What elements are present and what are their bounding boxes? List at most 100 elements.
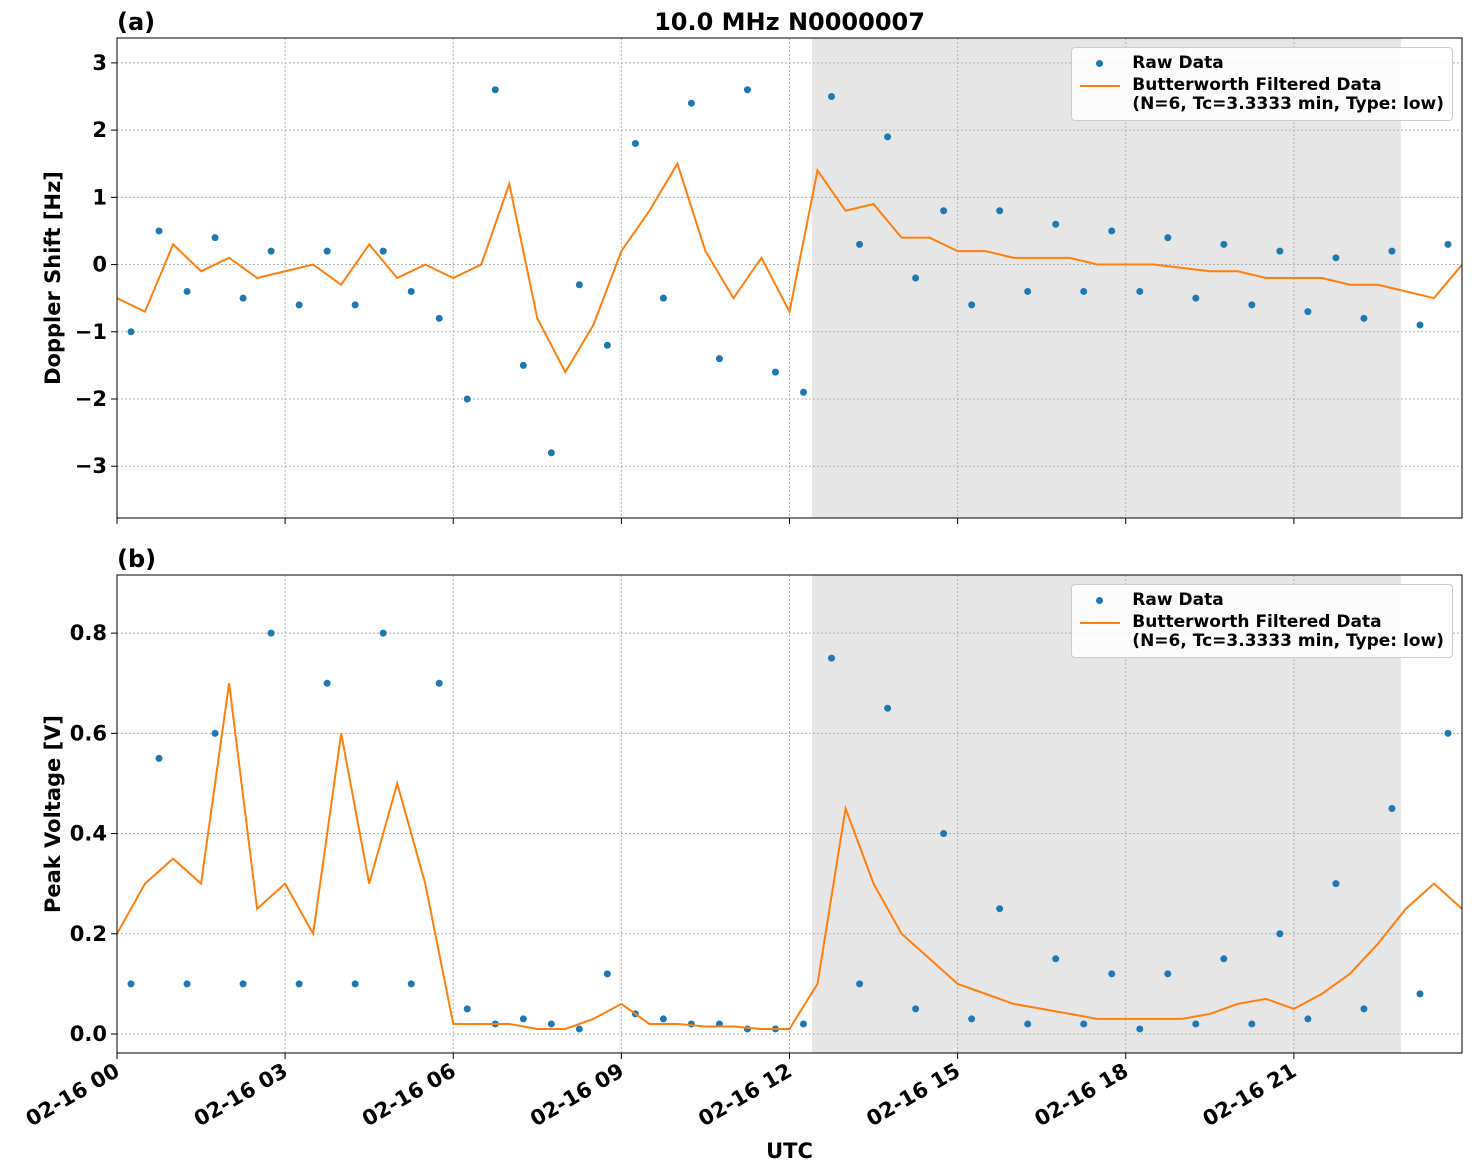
raw-point — [323, 247, 331, 255]
raw-point — [155, 754, 163, 762]
raw-point — [884, 133, 892, 141]
raw-point — [267, 629, 275, 637]
raw-point — [1416, 990, 1424, 998]
raw-point — [659, 294, 667, 302]
legend-entry: Raw Data — [1080, 591, 1444, 611]
raw-point — [407, 980, 415, 988]
y-tick-label: −2 — [75, 387, 107, 411]
y-tick-label: 0.4 — [70, 822, 107, 846]
raw-point — [463, 395, 471, 403]
x-tick-label: 02-16 21 — [1199, 1059, 1301, 1132]
raw-point — [1276, 930, 1284, 938]
raw-point — [379, 247, 387, 255]
raw-point — [800, 388, 808, 396]
raw-point — [856, 240, 864, 248]
legend-key — [1080, 591, 1120, 611]
raw-point — [519, 1015, 527, 1023]
legend: Raw Data Butterworth Filtered Data (N=6, … — [1071, 584, 1453, 658]
raw-point — [267, 247, 275, 255]
y-axis-label: Peak Voltage [V] — [41, 715, 65, 913]
raw-point — [1136, 287, 1144, 295]
legend-label: Butterworth Filtered Data (N=6, Tc=3.333… — [1132, 75, 1444, 114]
raw-point — [183, 980, 191, 988]
raw-point — [828, 654, 836, 662]
legend-label: Raw Data — [1132, 53, 1224, 73]
raw-point — [1388, 804, 1396, 812]
raw-point — [771, 368, 779, 376]
raw-point — [743, 86, 751, 94]
y-tick-label: 1 — [92, 185, 107, 209]
raw-point — [1360, 314, 1368, 322]
raw-point — [323, 679, 331, 687]
legend-key — [1080, 54, 1120, 74]
x-tick-label: 02-16 03 — [190, 1059, 292, 1132]
raw-point — [884, 704, 892, 712]
raw-point — [295, 980, 303, 988]
legend-label: Butterworth Filtered Data (N=6, Tc=3.333… — [1132, 612, 1444, 651]
x-tick-label: 02-16 09 — [526, 1059, 628, 1132]
raw-point — [239, 980, 247, 988]
raw-point — [1332, 880, 1340, 888]
raw-point — [996, 905, 1004, 913]
legend-label: Raw Data — [1132, 590, 1224, 610]
raw-point — [968, 301, 976, 309]
raw-point — [940, 207, 948, 215]
legend-key — [1080, 76, 1121, 96]
y-tick-label: −1 — [75, 320, 107, 344]
raw-point — [800, 1020, 808, 1028]
raw-point — [1304, 1015, 1312, 1023]
y-tick-label: 0.0 — [70, 1022, 107, 1046]
raw-point — [1052, 955, 1060, 963]
raw-point — [1052, 220, 1060, 228]
legend-entry: Butterworth Filtered Data (N=6, Tc=3.333… — [1080, 613, 1444, 651]
raw-point — [1024, 287, 1032, 295]
raw-point — [547, 1020, 555, 1028]
panel-label: (a) — [117, 8, 155, 36]
raw-point — [1444, 240, 1452, 248]
raw-point — [435, 314, 443, 322]
raw-point — [547, 449, 555, 457]
legend-key — [1080, 613, 1121, 633]
raw-point — [687, 99, 695, 107]
raw-point — [1360, 1005, 1368, 1013]
raw-point — [603, 970, 611, 978]
x-tick-label: 02-16 06 — [358, 1059, 460, 1132]
raw-point — [491, 86, 499, 94]
raw-point — [996, 207, 1004, 215]
x-axis-label: UTC — [766, 1139, 813, 1163]
raw-point — [1304, 308, 1312, 316]
raw-point — [127, 328, 135, 336]
raw-point — [1388, 247, 1396, 255]
raw-point — [1192, 294, 1200, 302]
panel-label: (b) — [117, 545, 156, 573]
x-tick-label: 02-16 18 — [1030, 1059, 1132, 1132]
raw-point — [940, 830, 948, 838]
raw-point — [715, 355, 723, 363]
raw-point — [211, 729, 219, 737]
raw-point — [463, 1005, 471, 1013]
x-tick-label: 02-16 00 — [22, 1059, 124, 1132]
raw-point — [155, 227, 163, 235]
raw-point — [1248, 301, 1256, 309]
raw-point — [912, 1005, 920, 1013]
raw-point — [828, 92, 836, 100]
raw-point — [1136, 1025, 1144, 1033]
raw-point — [351, 980, 359, 988]
raw-point — [435, 679, 443, 687]
raw-point — [603, 341, 611, 349]
raw-point — [659, 1015, 667, 1023]
filtered-line — [116, 161, 1463, 375]
chart-title: 10.0 MHz N0000007 — [654, 8, 925, 36]
raw-point — [183, 287, 191, 295]
y-tick-label: −3 — [75, 454, 107, 478]
raw-point — [239, 294, 247, 302]
legend-entry: Butterworth Filtered Data (N=6, Tc=3.333… — [1080, 76, 1444, 114]
raw-point — [1416, 321, 1424, 329]
raw-point — [379, 629, 387, 637]
raw-point — [1444, 729, 1452, 737]
raw-point — [127, 980, 135, 988]
y-axis-label: Doppler Shift [Hz] — [41, 171, 65, 385]
x-tick-label: 02-16 15 — [862, 1059, 964, 1132]
raw-point — [1192, 1020, 1200, 1028]
raw-point — [519, 361, 527, 369]
